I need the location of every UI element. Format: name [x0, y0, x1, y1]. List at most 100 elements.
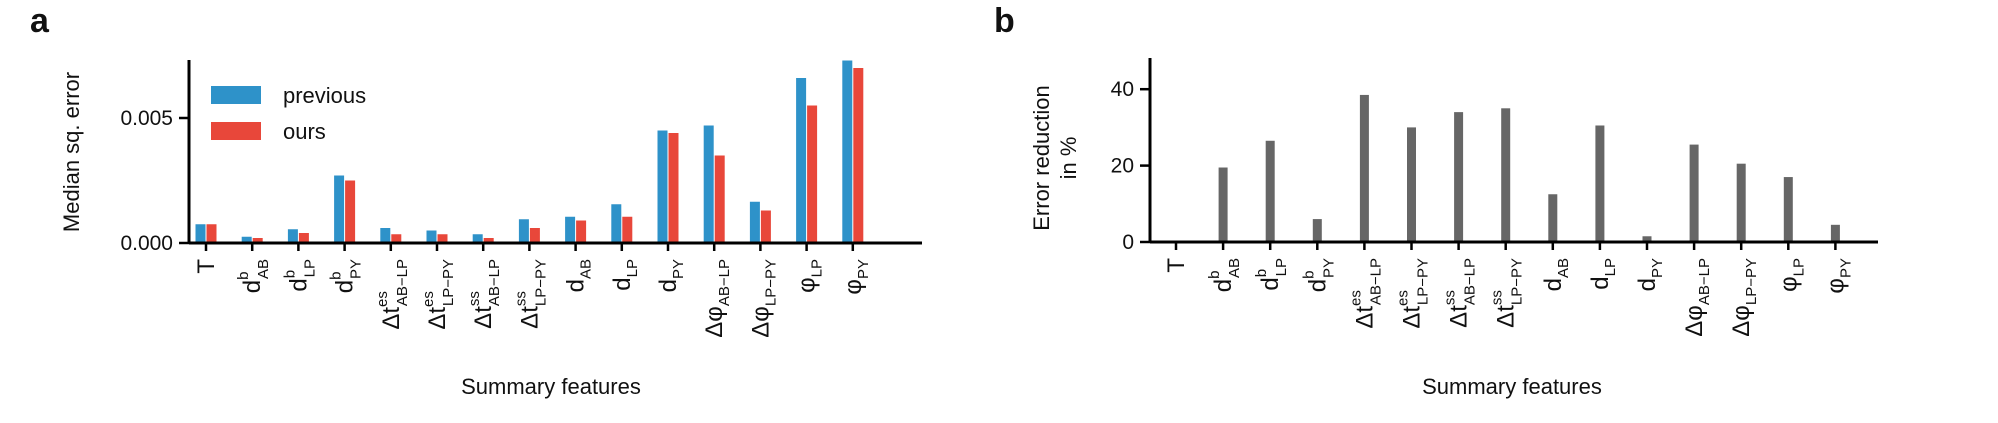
svg-text:dPY: dPY [1634, 258, 1666, 291]
svg-text:φPY: φPY [840, 259, 872, 295]
panel-a-x-axis-label: Summary features [461, 374, 641, 399]
x-tick-label-phi-py: φPY [1822, 258, 1854, 294]
x-tick-label-deltat-lp-py-ss: Δtss LP−PY [512, 259, 549, 329]
panel-b-y-ticks: 0 20 40 [1111, 78, 1150, 254]
panel-b: b Error reduction in % Summary features … [994, 2, 1878, 399]
svg-text:φPY: φPY [1822, 258, 1854, 294]
panel-b-y-axis-label-line1: Error reduction [1029, 85, 1054, 231]
bar-previous-phi-py [842, 60, 853, 243]
x-tick-label-deltat-ab-lp-es: Δtes AB−LP [374, 259, 411, 330]
bar-phi-py [1830, 224, 1840, 242]
y-tick-label: 20 [1111, 155, 1134, 178]
svg-text:φLP: φLP [1775, 258, 1807, 292]
y-tick-label: 40 [1111, 78, 1134, 101]
svg-text:dAB: dAB [1540, 258, 1572, 291]
bar-previous-deltat-lp-py-es [426, 230, 437, 243]
svg-text:ΔφAB−LP: ΔφAB−LP [701, 259, 733, 338]
x-tick-label-deltaphi-lp-py: ΔφLP−PY [747, 259, 779, 338]
x-tick-label-phi-py: φPY [840, 259, 872, 295]
x-tick-label-deltat-lp-py-es: Δtes LP−PY [1395, 258, 1432, 329]
bar-previous-phi-lp [796, 78, 807, 243]
bar-ours-phi-py [853, 68, 864, 243]
x-tick-label-d-ab-b: db AB [235, 259, 272, 293]
x-tick-label-phi-lp: φLP [794, 259, 826, 293]
x-tick-label-d-lp: dLP [1587, 258, 1619, 290]
bar-previous-t [195, 224, 206, 243]
x-tick-label-t: T [193, 259, 220, 274]
bar-ours-deltat-ab-lp-ss [483, 238, 494, 243]
bar-deltat-lp-py-ss [1501, 108, 1511, 242]
bar-d-lp [1595, 125, 1605, 242]
x-tick-label-d-py: dPY [655, 259, 687, 292]
bar-d-ab-b [1218, 167, 1228, 242]
bar-d-lp-b [1265, 140, 1275, 242]
x-tick-label-d-ab: dAB [563, 259, 595, 292]
bar-ours-d-py [668, 133, 679, 243]
y-tick-label: 0 [1122, 231, 1134, 254]
x-tick-label-d-py-b: db PY [1300, 258, 1337, 292]
x-tick-label-d-lp: dLP [609, 259, 641, 291]
bar-ours-d-py-b [345, 180, 356, 243]
bar-ours-deltaphi-ab-lp [714, 155, 725, 243]
bar-previous-d-ab-b [241, 236, 252, 243]
bar-previous-deltaphi-ab-lp [703, 125, 714, 243]
y-tick-label: 0.005 [120, 107, 173, 130]
bar-previous-d-py [657, 130, 668, 243]
svg-text:T: T [1163, 258, 1190, 273]
x-tick-label-deltat-lp-py-ss: Δtss LP−PY [1489, 258, 1526, 328]
panel-b-x-axis-label: Summary features [1422, 374, 1602, 399]
x-tick-label-d-py-b: db PY [328, 259, 365, 293]
bar-ours-deltat-lp-py-es [437, 234, 448, 243]
bar-ours-d-lp-b [298, 233, 309, 243]
panel-a: a Median sq. error Summary features 0.00… [30, 2, 922, 399]
x-tick-label-d-lp-b: db LP [281, 259, 318, 292]
bar-previous-d-lp [611, 204, 622, 243]
x-tick-label-phi-lp: φLP [1775, 258, 1807, 292]
x-tick-label-deltaphi-ab-lp: ΔφAB−LP [701, 259, 733, 338]
bar-ours-t [206, 224, 217, 243]
bar-phi-lp [1783, 177, 1793, 242]
bar-previous-deltat-lp-py-ss [518, 219, 529, 243]
bar-ours-d-lp [622, 216, 633, 243]
x-tick-label-t: T [1163, 258, 1190, 273]
svg-text:ΔφLP−PY: ΔφLP−PY [1728, 258, 1760, 337]
legend-label-previous: previous [283, 83, 366, 108]
bar-ours-deltat-ab-lp-es [391, 234, 402, 243]
x-tick-label-deltaphi-ab-lp: ΔφAB−LP [1681, 258, 1713, 337]
bar-deltat-lp-py-es [1407, 127, 1416, 242]
panel-b-bars [1174, 94, 1840, 250]
x-tick-label-d-ab-b: db AB [1206, 258, 1243, 292]
bar-previous-deltat-ab-lp-ss [472, 234, 483, 243]
svg-text:T: T [193, 259, 220, 274]
x-tick-label-d-py: dPY [1634, 258, 1666, 291]
x-tick-label-deltat-ab-lp-ss: Δtss AB−LP [466, 259, 503, 329]
panel-b-letter: b [994, 2, 1015, 40]
bar-ours-d-ab [576, 220, 587, 243]
panel-a-y-ticks: 0.000 0.005 [120, 107, 189, 255]
bar-d-py-b [1312, 219, 1322, 242]
bar-ours-deltat-lp-py-ss [529, 228, 540, 243]
legend-swatch-ours [211, 122, 261, 140]
bar-ours-phi-lp [807, 105, 818, 243]
bar-previous-d-py-b [334, 175, 345, 243]
svg-text:dAB: dAB [563, 259, 595, 292]
svg-text:φLP: φLP [794, 259, 826, 293]
svg-text:ΔφAB−LP: ΔφAB−LP [1681, 258, 1713, 337]
svg-text:dPY: dPY [655, 259, 687, 292]
bar-deltaphi-lp-py [1736, 163, 1746, 242]
panel-a-letter: a [30, 2, 50, 40]
bar-ours-deltaphi-lp-py [760, 210, 771, 243]
bar-deltat-ab-lp-es [1359, 94, 1369, 243]
bar-deltaphi-ab-lp [1689, 144, 1699, 242]
y-tick-label: 0.000 [120, 232, 173, 255]
